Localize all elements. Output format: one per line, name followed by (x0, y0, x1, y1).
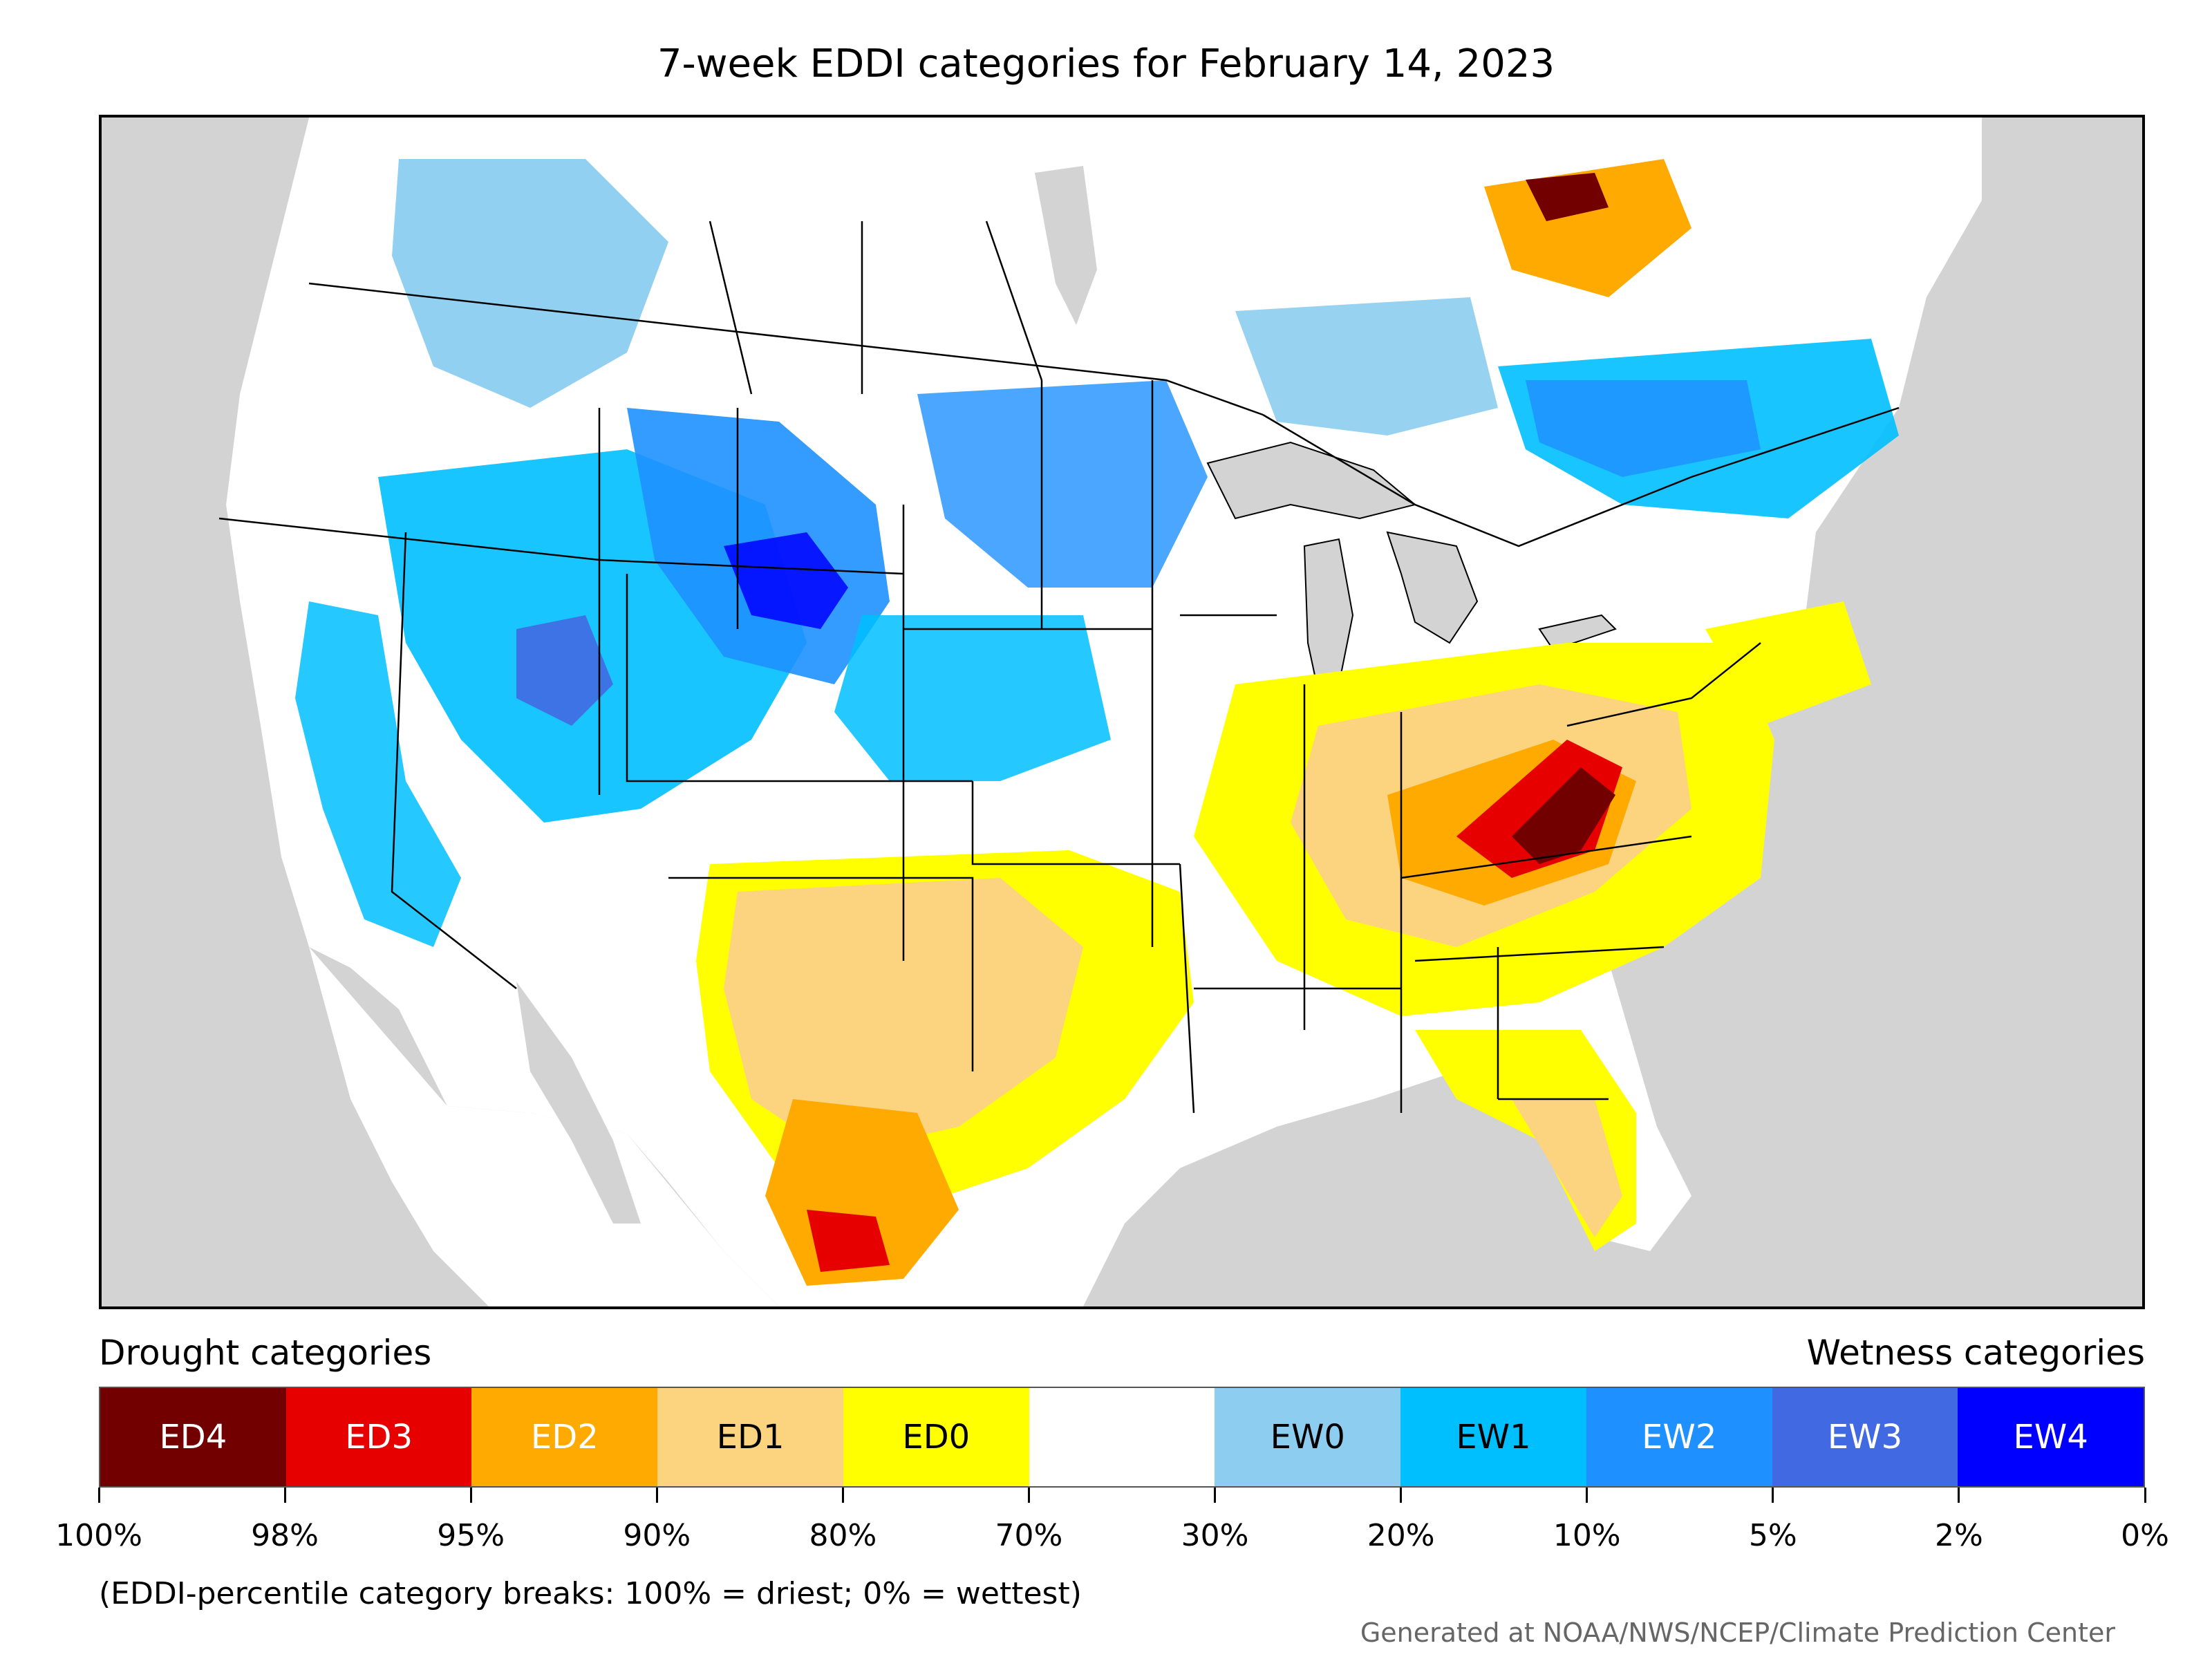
legend-tick-label: 30% (1181, 1518, 1249, 1553)
legend-tick-label: 5% (1748, 1518, 1797, 1553)
ed1-florida (1512, 1099, 1622, 1237)
legend-cell-neutral (1029, 1388, 1215, 1486)
lake-superior (1206, 441, 1417, 520)
legend-cell-ed3: ED3 (285, 1388, 472, 1486)
legend-tick-label: 70% (995, 1518, 1063, 1553)
legend-tick (2144, 1488, 2146, 1503)
pacific-ocean (102, 118, 489, 1306)
drought-categories-heading: Drought categories (99, 1333, 432, 1373)
legend-tick (1400, 1488, 1403, 1503)
legend-tick (283, 1488, 286, 1503)
dry-patches (696, 159, 1871, 1286)
legend-tick (469, 1488, 472, 1503)
ed4-quebec (1526, 173, 1609, 221)
hudson-bay (1035, 166, 1097, 325)
map-canvas (102, 118, 2142, 1306)
gulf-of-california (516, 982, 641, 1224)
legend-tick-label: 100% (55, 1518, 142, 1553)
legend-tick-label: 20% (1367, 1518, 1435, 1553)
ew0-northwest (392, 159, 668, 408)
ed4-virginia (1512, 767, 1615, 864)
map-title: 7-week EDDI categories for February 14, … (657, 41, 1555, 86)
legend-tick (841, 1488, 844, 1503)
legend-cell-ed0: ED0 (843, 1388, 1029, 1486)
legend-cell-ed4: ED4 (100, 1388, 286, 1486)
legend-tick (97, 1488, 100, 1503)
legend-tick (1586, 1488, 1588, 1503)
eddi-map (99, 115, 2145, 1309)
legend-tick (1958, 1488, 1960, 1503)
legend-cell-ew0: EW0 (1215, 1388, 1401, 1486)
legend-tick-label: 98% (251, 1518, 319, 1553)
atlantic-ocean (1609, 118, 2142, 1306)
ew0-california (295, 601, 461, 947)
ew0-ontario (1235, 297, 1498, 435)
legend-tick (655, 1488, 658, 1503)
credit-text: Generated at NOAA/NWS/NCEP/Climate Predi… (1360, 1618, 2115, 1648)
ed3-mexico (807, 1210, 890, 1272)
legend-tick-label: 0% (2121, 1518, 2169, 1553)
category-footnote: (EDDI-percentile category breaks: 100% =… (99, 1576, 1082, 1611)
legend-cell-ew2: EW2 (1586, 1388, 1772, 1486)
legend-cell-ew3: EW3 (1772, 1388, 1958, 1486)
state-borders (218, 221, 1900, 1114)
legend-tick-label: 90% (623, 1518, 691, 1553)
legend-ticks (97, 1488, 2146, 1506)
legend-tick (1027, 1488, 1030, 1503)
legend-tick-label: 95% (437, 1518, 505, 1553)
category-legend-bar: ED4 ED3 ED2 ED1 ED0 EW0 EW1 EW2 EW3 EW4 (99, 1387, 2145, 1488)
legend-cell-ed1: ED1 (657, 1388, 843, 1486)
ew2-dakotas (917, 380, 1208, 588)
legend-cell-ed2: ED2 (471, 1388, 658, 1486)
mexico-land (309, 947, 779, 1306)
legend-tick (1772, 1488, 1774, 1503)
lake-ontario (1538, 614, 1617, 651)
legend-cell-ew4: EW4 (1958, 1388, 2144, 1486)
legend-tick-label: 2% (1935, 1518, 1983, 1553)
legend-cell-ew1: EW1 (1400, 1388, 1586, 1486)
legend-tick (1214, 1488, 1217, 1503)
legend-tick-label: 80% (809, 1518, 877, 1553)
ew4-wyoming (724, 532, 848, 629)
lake-huron (1386, 531, 1479, 644)
ew3-nevada (516, 615, 613, 726)
legend-tick-label: 10% (1553, 1518, 1621, 1553)
ew2-quebec (1526, 380, 1761, 477)
ed0-northeast (1705, 601, 1871, 726)
ed1-texas (724, 878, 1083, 1154)
wetness-categories-heading: Wetness categories (1806, 1333, 2145, 1373)
